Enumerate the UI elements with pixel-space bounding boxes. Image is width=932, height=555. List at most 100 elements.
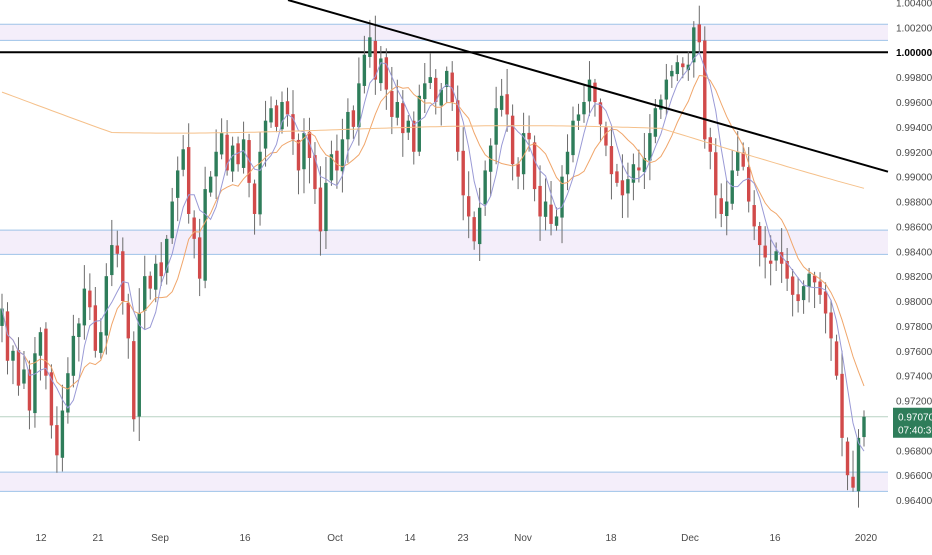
candle-body[interactable] [121, 251, 125, 302]
candle-body[interactable] [104, 276, 109, 336]
candle-body[interactable] [851, 476, 855, 488]
candle-body[interactable] [401, 103, 405, 134]
candle-body[interactable] [670, 70, 674, 77]
candle-body[interactable] [417, 95, 421, 152]
candle-body[interactable] [49, 372, 54, 426]
candle-body[interactable] [55, 425, 59, 456]
candle-body[interactable] [823, 291, 828, 314]
candle-body[interactable] [801, 286, 806, 301]
candle-body[interactable] [790, 276, 795, 295]
candle-body[interactable] [66, 373, 70, 413]
candle-body[interactable] [165, 238, 169, 273]
candle-body[interactable] [390, 91, 394, 117]
candle-body[interactable] [653, 108, 658, 137]
candle-body[interactable] [840, 373, 844, 438]
candle-body[interactable] [192, 217, 196, 239]
candle-body[interactable] [626, 179, 630, 194]
candle-body[interactable] [197, 237, 202, 279]
candle-body[interactable] [499, 95, 504, 110]
candle-body[interactable] [565, 151, 570, 175]
candle-body[interactable] [768, 260, 773, 264]
candle-body[interactable] [725, 201, 729, 217]
candle-body[interactable] [834, 341, 839, 376]
candle-body[interactable] [637, 167, 641, 171]
candle-body[interactable] [285, 101, 290, 115]
candle-body[interactable] [598, 102, 603, 125]
candle-body[interactable] [395, 102, 400, 118]
candle-body[interactable] [845, 441, 850, 476]
candle-body[interactable] [450, 72, 454, 103]
candle-body[interactable] [521, 133, 526, 175]
candle-body[interactable] [543, 201, 548, 217]
candle-body[interactable] [477, 207, 482, 245]
candle-body[interactable] [148, 275, 152, 289]
candle-body[interactable] [664, 79, 669, 100]
candle-body[interactable] [77, 323, 81, 338]
candle-body[interactable] [763, 245, 767, 258]
candle-body[interactable] [692, 27, 696, 63]
candle-body[interactable] [818, 281, 822, 295]
candle-body[interactable] [571, 120, 575, 156]
candle-body[interactable] [675, 62, 680, 75]
candle-body[interactable] [5, 311, 10, 361]
candle-body[interactable] [99, 332, 103, 353]
candle-body[interactable] [154, 263, 158, 290]
moving-average-5[interactable] [1, 51, 865, 452]
candle-body[interactable] [318, 187, 323, 232]
candle-body[interactable] [143, 276, 147, 311]
candle-body[interactable] [269, 108, 273, 123]
candle-body[interactable] [186, 147, 191, 214]
candle-body[interactable] [291, 114, 295, 140]
candle-body[interactable] [11, 350, 15, 361]
candle-body[interactable] [274, 105, 279, 127]
candle-body[interactable] [362, 54, 367, 86]
candle-body[interactable] [203, 189, 207, 281]
candle-body[interactable] [357, 83, 361, 128]
candle-body[interactable] [812, 275, 817, 283]
candle-body[interactable] [175, 170, 180, 198]
candle-body[interactable] [313, 155, 317, 190]
candle-body[interactable] [412, 120, 416, 152]
candle-body[interactable] [110, 245, 114, 276]
candle-body[interactable] [604, 127, 608, 146]
candle-body[interactable] [335, 150, 339, 171]
candle-body[interactable] [82, 288, 87, 326]
candle-body[interactable] [132, 341, 136, 420]
candle-body[interactable] [434, 77, 438, 103]
candle-body[interactable] [0, 308, 4, 326]
candle-body[interactable] [93, 305, 98, 351]
candle-body[interactable] [406, 120, 410, 133]
candle-body[interactable] [22, 369, 26, 384]
candle-body[interactable] [686, 64, 691, 71]
candle-body[interactable] [126, 302, 130, 339]
candle-body[interactable] [384, 57, 389, 90]
candle-body[interactable] [445, 70, 449, 87]
candle-body[interactable] [757, 226, 762, 246]
candle-body[interactable] [33, 353, 37, 414]
candle-body[interactable] [648, 133, 652, 161]
candle-body[interactable] [219, 133, 224, 155]
candle-body[interactable] [505, 94, 509, 115]
candle-body[interactable] [115, 245, 120, 254]
candle-body[interactable] [472, 217, 476, 242]
candle-body[interactable] [88, 290, 92, 308]
candle-body[interactable] [659, 99, 663, 110]
candle-body[interactable] [373, 40, 378, 80]
candle-body[interactable] [703, 40, 707, 140]
candle-body[interactable] [368, 37, 372, 57]
candle-body[interactable] [736, 151, 740, 171]
candle-body[interactable] [351, 110, 356, 127]
candle-body[interactable] [631, 164, 636, 183]
candle-body[interactable] [719, 198, 723, 214]
moving-average-50[interactable] [1, 91, 865, 189]
candle-body[interactable] [38, 332, 43, 356]
candle-body[interactable] [807, 273, 811, 288]
candle-body[interactable] [510, 115, 515, 165]
candle-body[interactable] [60, 410, 65, 458]
candle-body[interactable] [230, 145, 235, 172]
candle-body[interactable] [27, 369, 32, 411]
candle-body[interactable] [16, 350, 21, 386]
candle-body[interactable] [554, 216, 559, 226]
candle-body[interactable] [538, 185, 542, 217]
